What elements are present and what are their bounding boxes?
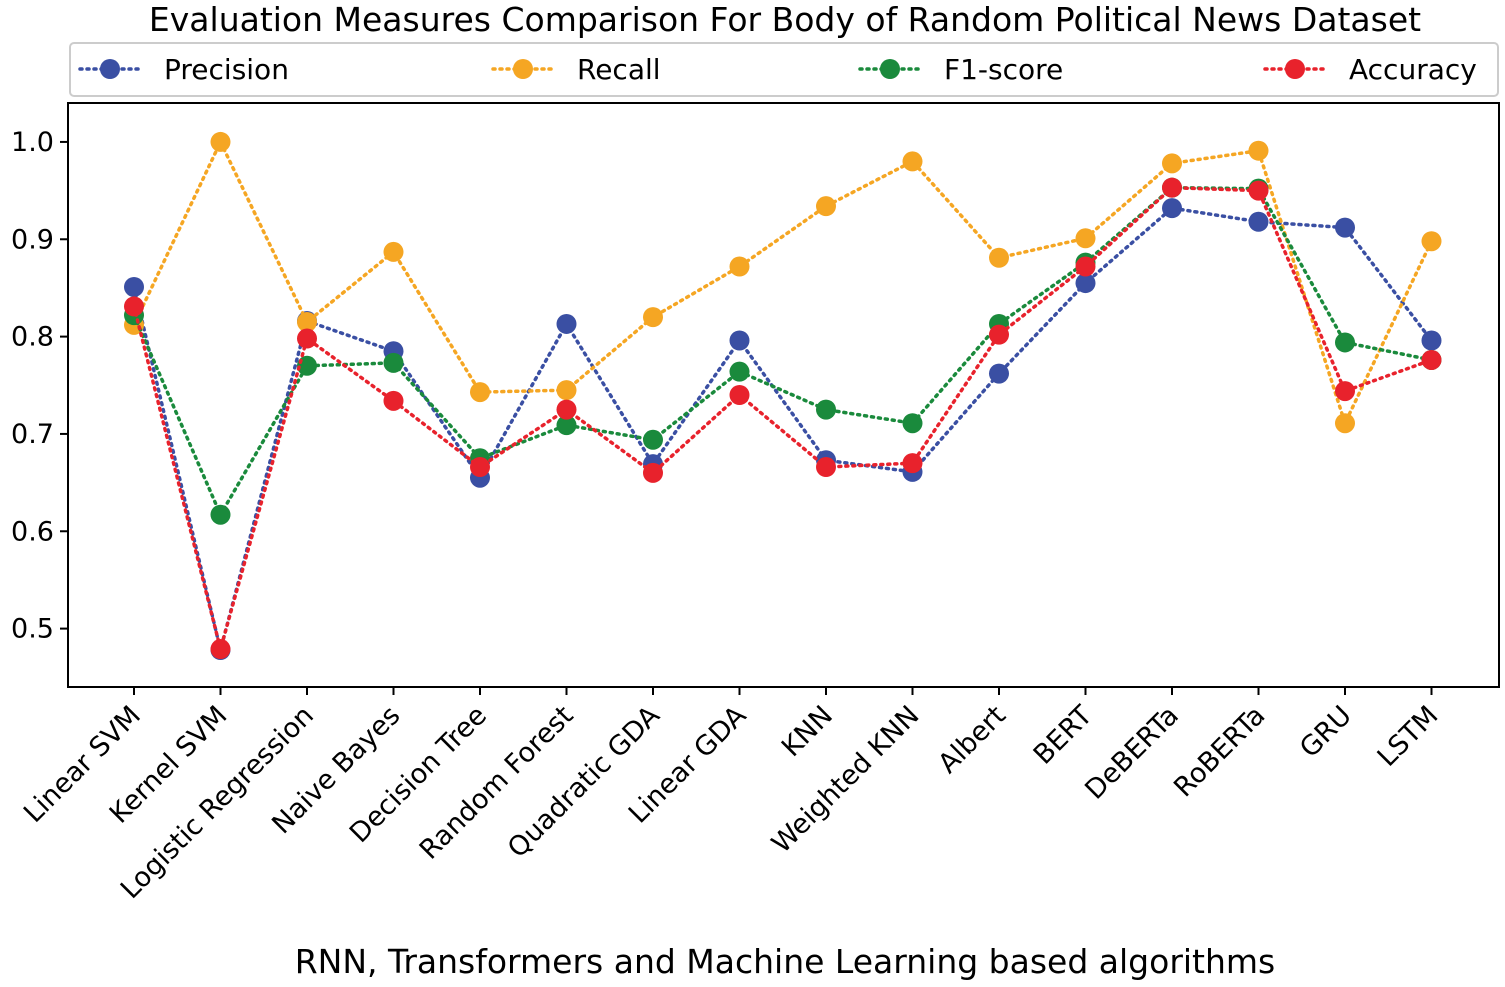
legend: Precision Recall F1-score Accuracy (69, 42, 1499, 97)
data-point (470, 457, 490, 478)
data-point (902, 413, 923, 434)
y-tick-label: 1.0 (11, 127, 54, 158)
data-point (297, 328, 317, 349)
series-recall (124, 131, 1442, 434)
data-point (1162, 177, 1182, 198)
data-point (1335, 217, 1355, 238)
data-point (1335, 381, 1355, 402)
x-tick-label: Albert (932, 700, 1011, 779)
series-line (132, 185, 1434, 656)
data-point (989, 363, 1009, 384)
data-point (383, 352, 404, 373)
y-tick-label: 0.5 (11, 614, 54, 645)
data-point (989, 324, 1009, 345)
x-tick-label: Random Forest (414, 700, 580, 866)
data-point (1162, 198, 1182, 219)
data-point (556, 313, 577, 334)
x-axis-label: RNN, Transformers and Machine Learning b… (295, 942, 1276, 981)
legend-label: Recall (577, 53, 661, 86)
y-axis: 0.5 0.6 0.7 0.8 0.9 1.0 (11, 127, 68, 645)
legend-frame (69, 42, 1499, 97)
y-tick-label: 0.9 (11, 224, 54, 255)
data-point (383, 390, 404, 411)
data-point (1075, 228, 1096, 249)
legend-label: F1-score (944, 53, 1063, 86)
x-tick-label: DeBERTa (1079, 700, 1185, 806)
data-point (1075, 273, 1096, 294)
data-point (1075, 256, 1096, 277)
data-point (1248, 180, 1269, 201)
data-point (556, 415, 577, 436)
data-point (210, 504, 231, 525)
data-point (1248, 140, 1269, 161)
series-layer (124, 131, 1442, 661)
data-point (816, 399, 836, 420)
legend-marker (100, 59, 120, 79)
data-point (556, 380, 577, 401)
data-point (729, 256, 750, 277)
data-point (1162, 153, 1182, 174)
legend-label: Precision (164, 53, 289, 86)
data-point (729, 330, 750, 351)
series-accuracy (124, 177, 1442, 660)
data-point (1421, 231, 1442, 252)
y-tick-label: 0.8 (11, 322, 54, 353)
plot-frame (67, 102, 1500, 688)
x-tick-label: KNN (776, 700, 839, 763)
data-point (902, 453, 923, 474)
series-line (132, 206, 1434, 651)
data-point (1421, 330, 1442, 351)
chart-title: Evaluation Measures Comparison For Body … (149, 0, 1421, 39)
legend-marker (1285, 59, 1305, 79)
legend-label: Accuracy (1349, 53, 1477, 86)
y-tick-label: 0.6 (11, 516, 54, 547)
data-point (643, 307, 663, 328)
data-point (1421, 349, 1442, 370)
data-point (1335, 332, 1355, 353)
data-point (124, 296, 144, 317)
data-point (902, 151, 923, 172)
data-point (643, 429, 663, 450)
data-point (1335, 413, 1355, 434)
x-tick-label: RoBERTa (1168, 700, 1271, 803)
x-tick-label: BERT (1028, 700, 1099, 771)
data-point (210, 639, 231, 660)
data-point (729, 361, 750, 382)
x-tick-label: Weighted KNN (766, 700, 925, 859)
x-tick-label: Quadratic GDA (502, 700, 666, 864)
data-point (1248, 211, 1269, 232)
series-line (132, 137, 1434, 428)
data-point (556, 399, 577, 420)
data-point (816, 457, 836, 478)
data-point (729, 385, 750, 405)
x-tick-label: GRU (1294, 700, 1358, 764)
data-point (643, 462, 663, 483)
y-tick-label: 0.7 (11, 419, 54, 450)
data-point (297, 312, 317, 332)
x-tick-label: LSTM (1372, 700, 1445, 773)
legend-marker (513, 59, 533, 79)
data-point (989, 247, 1009, 268)
data-point (383, 241, 404, 262)
data-point (816, 196, 836, 217)
legend-marker (880, 59, 900, 79)
data-point (210, 131, 231, 152)
data-point (470, 382, 490, 403)
data-point (124, 276, 144, 297)
